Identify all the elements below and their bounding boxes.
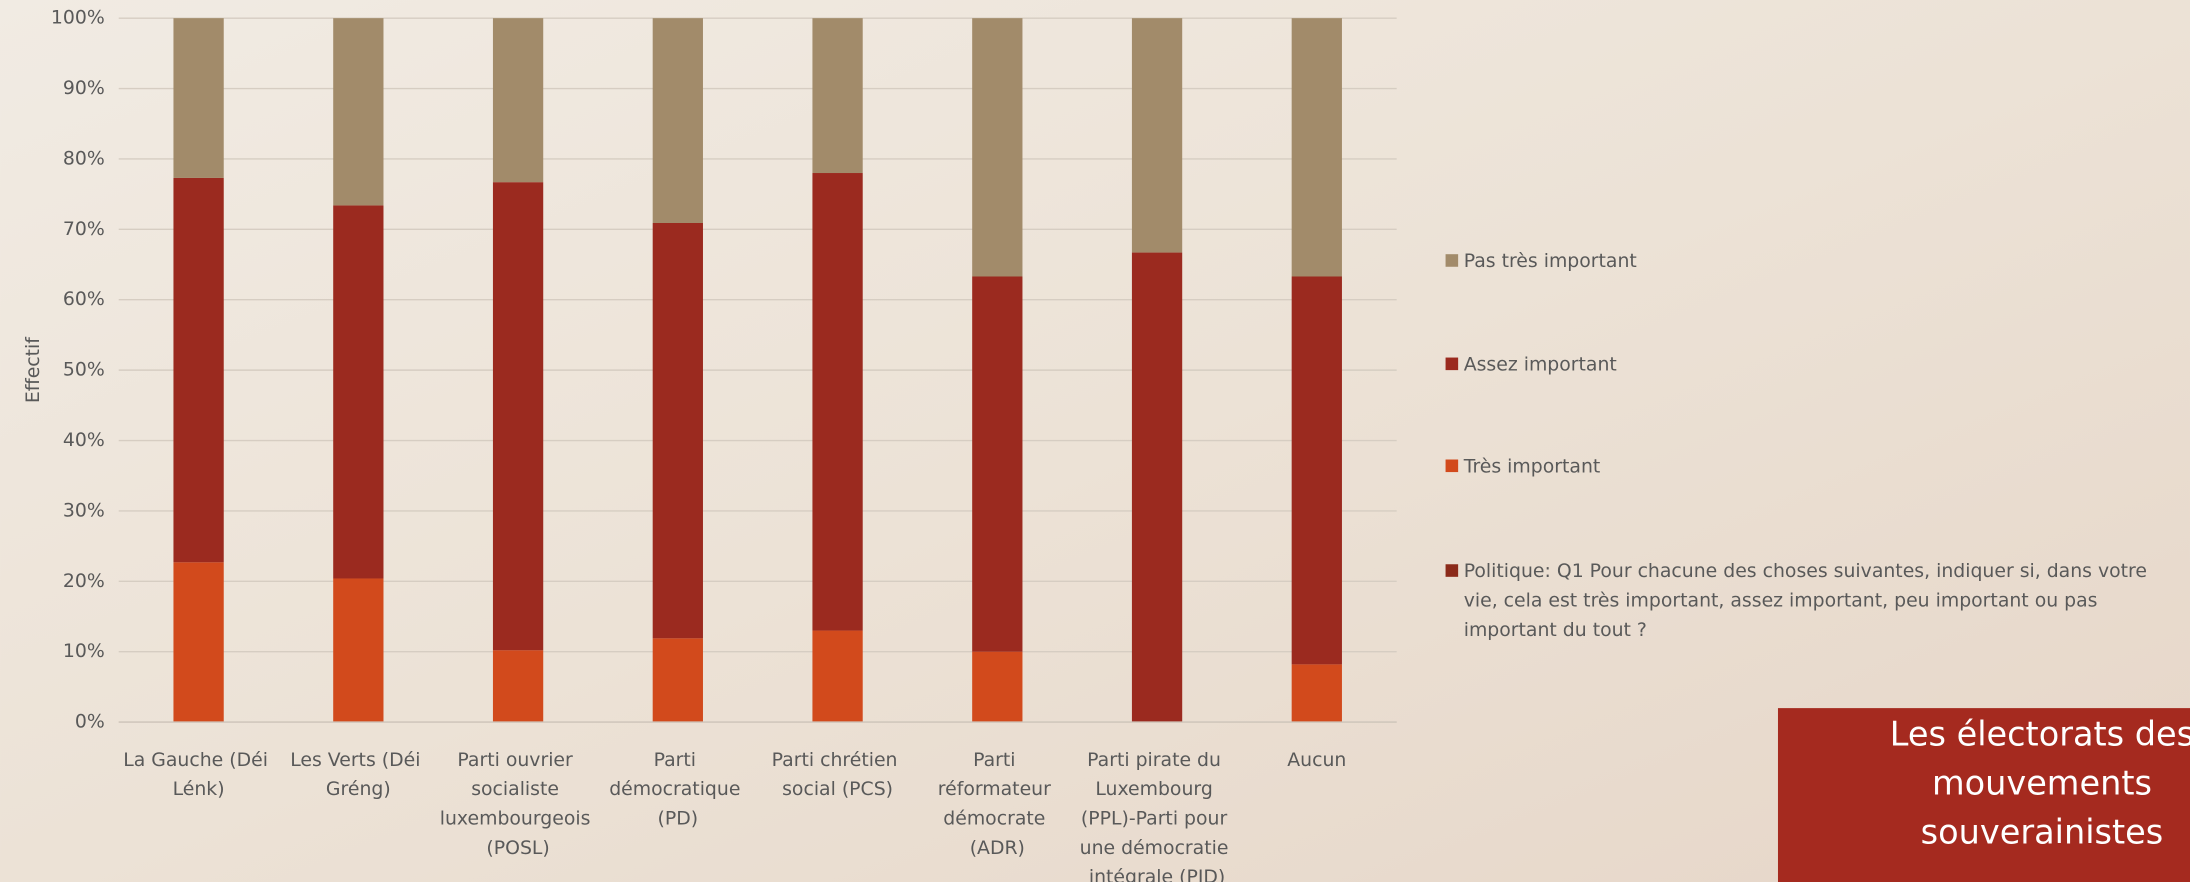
bar-segment — [1291, 18, 1342, 277]
x-tick-label: Parti ouvrier socialiste luxembourgeois … — [440, 749, 597, 858]
text-line: une démocratie — [1080, 837, 1235, 858]
text-line: Politique: Q1 Pour chacune des choses su… — [1464, 561, 2153, 582]
y-tick-label: 10% — [63, 641, 105, 662]
y-tick-label: 80% — [63, 148, 105, 169]
bar-segment — [972, 18, 1023, 277]
banner-text: souverainistes — [1921, 812, 2164, 851]
legend-label: Très important — [1463, 456, 1601, 477]
bar-segment — [492, 18, 544, 183]
text-line: Parti pirate du — [1087, 749, 1227, 770]
y-tick-label: 20% — [63, 571, 105, 592]
x-tick-label: Parti réformateur démocrate (ADR) — [938, 749, 1057, 858]
text-line: intégrale (PID) — [1089, 867, 1225, 882]
text-line: Parti — [654, 749, 702, 770]
legend-label: Politique: Q1 Pour chacune des choses su… — [1464, 561, 2153, 641]
text-line: démocratique — [609, 779, 746, 800]
bar-segment — [333, 18, 384, 206]
text-line: Lénk) — [173, 779, 225, 800]
x-tick-label: Parti chrétien social (PCS) — [772, 749, 904, 799]
banner: Les électorats des mouvements souverainist… — [1890, 715, 2190, 852]
bar-segment — [333, 578, 384, 723]
text-line: Les Verts (Déi — [290, 749, 426, 770]
legend-label: Assez important — [1464, 354, 1617, 375]
bar-segment — [812, 18, 863, 174]
text-line: (PPL)-Parti pour — [1081, 808, 1233, 829]
y-tick-label: 0% — [75, 712, 105, 733]
bar-segment — [1131, 18, 1183, 253]
y-tick-label: 70% — [63, 219, 105, 240]
text-line: Très important — [1463, 456, 1601, 477]
banner-text: Les électorats des — [1890, 715, 2190, 754]
bar-segment — [173, 18, 224, 178]
text-line: Parti chrétien — [772, 749, 904, 770]
text-line: Assez important — [1464, 354, 1617, 375]
text-line: (POSL) — [486, 837, 549, 858]
legend-swatch — [1445, 357, 1459, 371]
banner-text: mouvements — [1932, 763, 2152, 802]
text-line: Gréng) — [326, 779, 391, 800]
y-tick-label: 50% — [63, 360, 105, 381]
legend-swatch — [1445, 254, 1459, 267]
bar-segment — [972, 651, 1023, 723]
legend-swatch — [1445, 564, 1459, 577]
bar-segment — [652, 222, 703, 639]
text-line: Parti — [973, 749, 1021, 770]
text-line: (ADR) — [970, 837, 1025, 858]
bar-segment — [812, 630, 863, 723]
bar-segment — [652, 18, 703, 223]
x-tick-label: Parti démocratique (PD) — [609, 749, 746, 829]
text-line: important du tout ? — [1464, 619, 1647, 640]
text-line: La Gauche (Déi — [123, 749, 274, 770]
bar-segment — [1131, 252, 1183, 723]
bar-segment — [652, 638, 703, 723]
text-line: démocrate — [943, 808, 1051, 829]
x-tick-label: La Gauche (Déi Lénk) — [123, 749, 274, 799]
text-line: réformateur — [938, 779, 1057, 800]
bar-segment — [173, 562, 224, 723]
y-tick-label: 30% — [63, 500, 105, 521]
bar-segment — [812, 173, 863, 631]
y-tick-label: 40% — [63, 430, 105, 451]
x-tick-label: Aucun — [1287, 749, 1346, 770]
legend-swatch — [1445, 459, 1459, 473]
text-line: Aucun — [1287, 749, 1346, 770]
bar-segment — [1291, 276, 1342, 665]
bar-segment — [173, 177, 224, 563]
text-line: socialiste — [471, 779, 565, 800]
text-line: luxembourgeois — [440, 808, 597, 829]
text-line: (PD) — [658, 808, 699, 829]
bar-segment — [972, 276, 1023, 652]
text-line: Parti ouvrier — [457, 749, 578, 770]
x-tick-label: Les Verts (Déi Gréng) — [290, 749, 426, 799]
y-axis-title: Effectif — [23, 337, 44, 403]
text-line: Pas très important — [1464, 251, 1637, 272]
text-line: Luxembourg — [1095, 779, 1218, 800]
bar-segment — [333, 205, 384, 579]
banner-box — [1777, 708, 2190, 882]
y-tick-label: 60% — [63, 289, 105, 310]
text-line: vie, cela est très important, assez impo… — [1464, 590, 2104, 611]
legend-label: Pas très important — [1464, 251, 1637, 272]
bar-segment — [492, 182, 544, 651]
bar-segment — [492, 650, 544, 723]
text-line: social (PCS) — [782, 779, 893, 800]
bar-segment — [1291, 664, 1342, 723]
y-tick-label: 100% — [51, 8, 105, 29]
x-tick-label: Parti pirate du Luxembourg (PPL)-Parti p… — [1080, 749, 1235, 882]
y-tick-label: 90% — [63, 78, 105, 99]
